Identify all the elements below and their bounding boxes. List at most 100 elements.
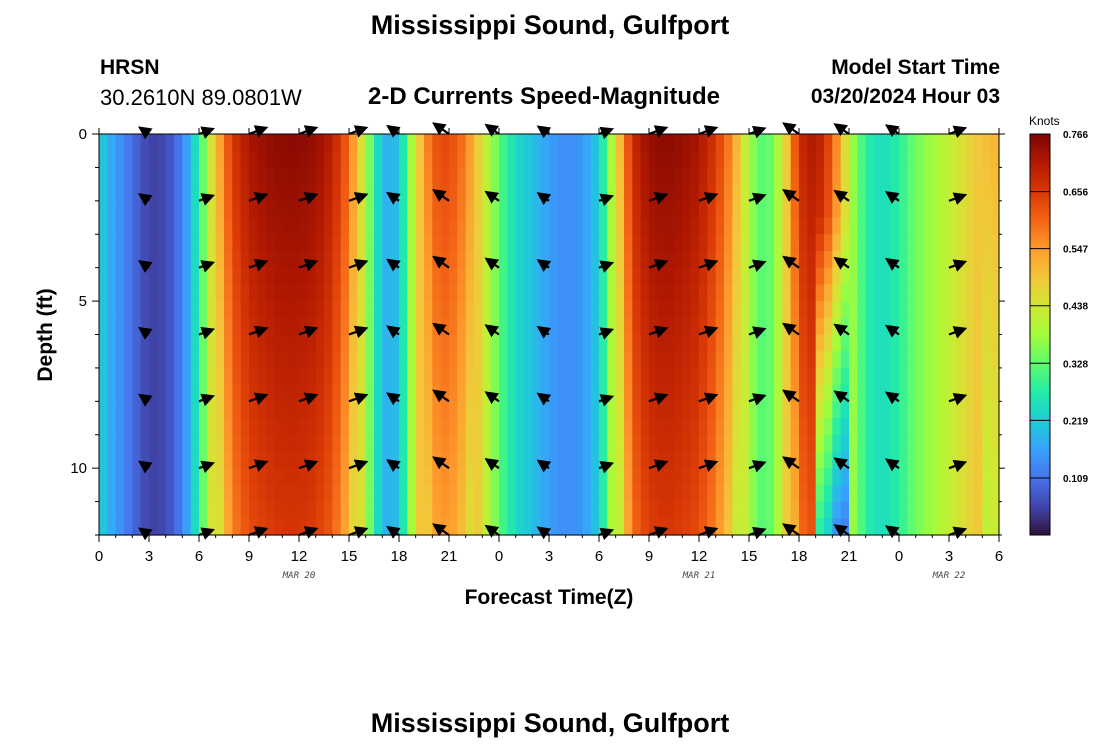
heatmap-cell [190, 451, 200, 469]
x-tick-label: 15 [341, 548, 358, 565]
model-start-time: 03/20/2024 Hour 03 [810, 85, 1000, 108]
heatmap-cell [715, 434, 725, 453]
heatmap-cell [490, 367, 500, 386]
heatmap-cell [140, 384, 150, 402]
current-vector-arrow [536, 459, 552, 473]
heatmap-cell [424, 401, 433, 419]
heatmap-cell [340, 250, 350, 269]
heatmap-cell [349, 484, 358, 503]
heatmap-cell [832, 234, 842, 252]
heatmap-cell [482, 484, 492, 503]
heatmap-cell [115, 384, 125, 402]
heatmap-cell [265, 451, 275, 469]
heatmap-cell [899, 384, 908, 402]
current-vector-arrow [884, 191, 900, 204]
heatmap-cell [674, 167, 683, 185]
heatmap-cell [365, 134, 375, 152]
heatmap-cell [957, 351, 967, 369]
heatmap-cell [740, 384, 750, 402]
heatmap-cell [865, 418, 875, 436]
heatmap-cell [349, 501, 358, 519]
heatmap-cell [199, 200, 208, 219]
heatmap-cell [924, 434, 933, 453]
heatmap-cell [224, 184, 233, 202]
heatmap-cell [257, 301, 267, 319]
heatmap-cell [982, 267, 992, 285]
heatmap-cell [899, 351, 908, 369]
heatmap-cell [265, 434, 275, 453]
heatmap-cell [190, 418, 200, 436]
heatmap-cell [140, 351, 150, 369]
heatmap-cell [624, 184, 633, 202]
heatmap-cell [749, 418, 758, 436]
heatmap-cell [982, 217, 992, 235]
heatmap-cell [640, 200, 650, 219]
heatmap-cell [432, 334, 442, 352]
heatmap-cell [165, 234, 175, 252]
heatmap-cell [640, 217, 650, 235]
heatmap-cell [315, 234, 325, 252]
heatmap-cell [124, 317, 133, 336]
heatmap-cell [507, 217, 517, 235]
heatmap-cell [832, 134, 842, 152]
heatmap-cell [599, 317, 608, 336]
heatmap-cell [357, 367, 367, 386]
heatmap-cell [282, 167, 292, 185]
heatmap-cell [240, 217, 250, 235]
heatmap-cell [232, 200, 242, 219]
heatmap-cell [957, 334, 967, 352]
x-tick-label: 3 [145, 548, 153, 565]
heatmap-cell [957, 250, 967, 269]
heatmap-cell [249, 200, 258, 219]
heatmap-cell [940, 250, 950, 269]
heatmap-cell [957, 518, 967, 536]
heatmap-cell [215, 351, 225, 369]
heatmap-cell [182, 167, 192, 185]
heatmap-cell [699, 134, 708, 152]
heatmap-cell [549, 401, 558, 419]
heatmap-cell [565, 484, 575, 503]
heatmap-cell [99, 250, 108, 269]
heatmap-cell [732, 401, 742, 419]
heatmap-cell [149, 250, 158, 269]
heatmap-cell [707, 518, 717, 536]
heatmap-cell [532, 384, 542, 402]
heatmap-cell [324, 518, 333, 536]
current-vector-arrow [484, 391, 500, 405]
heatmap-cell [865, 451, 875, 469]
heatmap [99, 134, 1000, 536]
heatmap-cell [282, 384, 292, 402]
heatmap-cell [265, 150, 275, 169]
heatmap-cell [557, 317, 567, 336]
heatmap-cell [682, 250, 692, 269]
heatmap-cell [315, 334, 325, 352]
heatmap-cell [674, 250, 683, 269]
heatmap-cell [557, 134, 567, 152]
heatmap-cell [382, 250, 392, 269]
heatmap-cell [849, 468, 858, 486]
heatmap-cell [990, 351, 1000, 369]
heatmap-cell [282, 401, 292, 419]
heatmap-cell [140, 451, 150, 469]
heatmap-cell [340, 351, 350, 369]
heatmap-cell [890, 234, 900, 252]
heatmap-cell [465, 317, 475, 336]
heatmap-cell [357, 267, 367, 285]
heatmap-cell [982, 150, 992, 169]
heatmap-cell [924, 284, 933, 302]
heatmap-cell [207, 334, 217, 352]
heatmap-cell [207, 468, 217, 486]
heatmap-cell [949, 334, 958, 352]
heatmap-cell [857, 284, 867, 302]
current-vector-arrow [298, 325, 319, 339]
heatmap-cell [707, 184, 717, 202]
heatmap-cell [490, 434, 500, 453]
heatmap-cell [507, 284, 517, 302]
heatmap-cell [765, 401, 775, 419]
current-vectors [137, 122, 968, 541]
heatmap-cell [257, 418, 267, 436]
heatmap-cell [857, 367, 867, 386]
heatmap-cell [965, 401, 975, 419]
heatmap-cell [757, 434, 767, 453]
heatmap-cell [607, 434, 617, 453]
